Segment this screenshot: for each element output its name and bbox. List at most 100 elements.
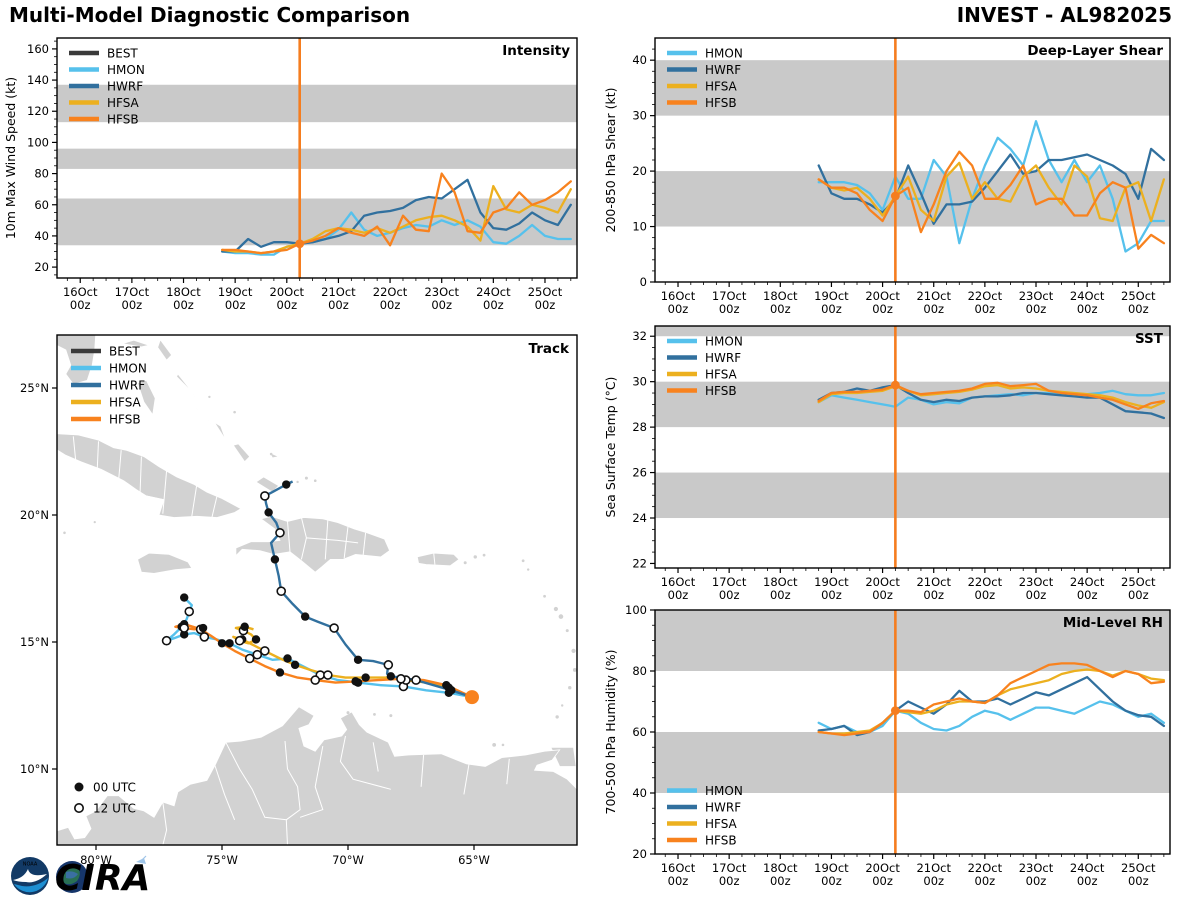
small-island <box>346 711 350 715</box>
svg-text:20Oct: 20Oct <box>865 861 900 875</box>
svg-text:20: 20 <box>34 260 49 274</box>
svg-text:00z: 00z <box>821 302 842 316</box>
marker-00utc <box>180 593 189 602</box>
svg-text:22Oct: 22Oct <box>968 289 1003 303</box>
intensity-panel: 2040608010012014016016Oct00z17Oct00z18Oc… <box>3 37 578 312</box>
small-island <box>565 629 569 633</box>
svg-text:17Oct: 17Oct <box>712 575 747 589</box>
admin-border <box>162 470 168 514</box>
svg-text:18Oct: 18Oct <box>763 575 798 589</box>
landmass <box>214 421 227 441</box>
rh-init-marker <box>890 706 900 716</box>
svg-text:25Oct: 25Oct <box>1121 861 1156 875</box>
rh-legend-label-hfsb: HFSB <box>705 834 737 848</box>
marker-00utc <box>353 655 363 664</box>
svg-text:120: 120 <box>27 104 49 118</box>
noaa-logo-text: NOAA <box>23 862 38 868</box>
svg-text:20: 20 <box>632 164 647 178</box>
rh-shaded-band <box>655 732 1170 793</box>
svg-text:80°W: 80°W <box>80 853 112 867</box>
svg-text:70°W: 70°W <box>332 853 364 867</box>
svg-text:20: 20 <box>632 847 647 861</box>
small-island <box>304 476 308 480</box>
svg-text:18Oct: 18Oct <box>763 289 798 303</box>
svg-text:160: 160 <box>27 42 49 56</box>
svg-text:24Oct: 24Oct <box>1070 861 1105 875</box>
marker-12utc <box>260 646 270 656</box>
marker-00utc <box>270 555 280 564</box>
admin-border <box>225 742 287 821</box>
intensity-series-hfsb <box>221 172 572 255</box>
landmass <box>137 379 156 416</box>
admin-border <box>343 526 349 559</box>
footer-logos: NOAA CIRA <box>8 854 228 902</box>
landmass <box>232 443 251 463</box>
admin-border <box>339 735 391 790</box>
svg-text:30: 30 <box>632 109 647 123</box>
svg-text:00z: 00z <box>975 302 996 316</box>
svg-text:00z: 00z <box>225 298 246 312</box>
marker-00utc <box>225 639 234 648</box>
marker-00utc <box>282 480 291 489</box>
small-island <box>233 410 236 414</box>
marker-00utc <box>300 612 310 621</box>
sst-shaded-band <box>655 326 1170 337</box>
admin-border <box>463 763 470 795</box>
marker-00utc <box>217 639 227 648</box>
admin-border <box>191 484 198 517</box>
svg-text:00z: 00z <box>668 874 689 888</box>
svg-text:00z: 00z <box>70 298 91 312</box>
svg-text:24Oct: 24Oct <box>1070 575 1105 589</box>
admin-border <box>146 495 165 501</box>
marker-12utc <box>310 675 321 685</box>
small-island <box>558 614 564 619</box>
storm-id-title: INVEST - AL982025 <box>956 3 1172 27</box>
admin-border <box>72 436 77 462</box>
svg-text:00z: 00z <box>1128 302 1149 316</box>
svg-text:10: 10 <box>632 220 647 234</box>
marker-00utc <box>251 635 261 644</box>
small-island <box>555 715 559 719</box>
svg-text:00z: 00z <box>872 588 893 602</box>
small-island <box>269 452 273 456</box>
marker-00utc <box>290 660 300 670</box>
svg-text:60: 60 <box>632 725 647 739</box>
svg-text:00z: 00z <box>122 298 143 312</box>
landmass <box>122 339 151 348</box>
intensity-legend-label-hfsb: HFSB <box>107 113 139 127</box>
landmass <box>157 338 173 361</box>
marker-00utc <box>351 677 360 686</box>
shear-legend-label-hmon: HMON <box>705 47 743 61</box>
landmass <box>255 476 280 493</box>
marker-00utc <box>198 623 208 633</box>
svg-text:28: 28 <box>632 420 647 434</box>
intensity-legend-label-hwrf: HWRF <box>107 80 143 94</box>
intensity-init-marker <box>295 239 305 249</box>
track-legend-label-hfsa: HFSA <box>109 396 142 410</box>
small-island <box>492 742 497 747</box>
svg-text:21Oct: 21Oct <box>916 289 951 303</box>
small-island <box>389 714 393 718</box>
admin-border <box>299 746 324 818</box>
svg-text:40: 40 <box>632 786 647 800</box>
sst-panel-title: SST <box>1135 331 1164 347</box>
svg-text:24Oct: 24Oct <box>476 285 511 299</box>
svg-text:25Oct: 25Oct <box>1121 289 1156 303</box>
marker-00utc <box>240 622 249 631</box>
svg-text:80: 80 <box>632 664 647 678</box>
admin-border <box>506 758 510 785</box>
shear-series-hmon <box>817 120 1166 253</box>
small-island <box>313 479 317 483</box>
svg-text:25Oct: 25Oct <box>528 285 563 299</box>
intensity-shaded-band <box>57 84 577 123</box>
track-legend-label-hmon: HMON <box>109 362 147 376</box>
svg-text:00z: 00z <box>821 874 842 888</box>
small-island <box>93 521 96 524</box>
rh-y-axis-label: 700-500 hPa Humidity (%) <box>603 649 618 814</box>
sst-legend-label-hmon: HMON <box>705 335 743 349</box>
marker-12utc <box>199 632 210 642</box>
small-island <box>571 648 576 653</box>
admin-border <box>420 754 425 787</box>
marker-00utc <box>447 686 456 695</box>
svg-text:16Oct: 16Oct <box>661 289 696 303</box>
